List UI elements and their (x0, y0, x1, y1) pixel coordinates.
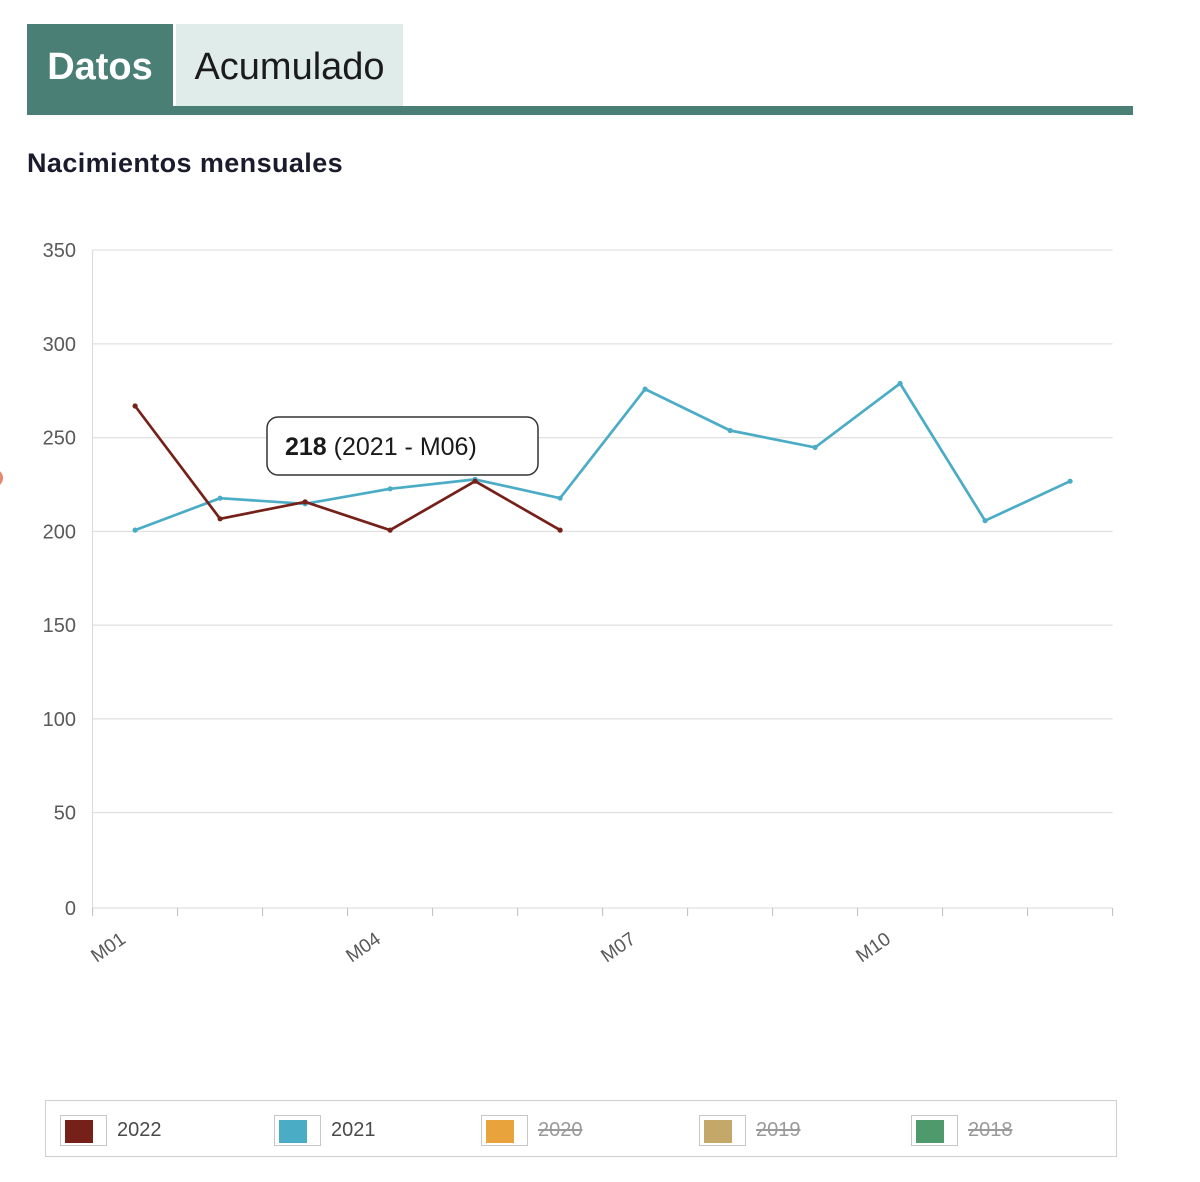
svg-text:218 (2021 - M06): 218 (2021 - M06) (285, 433, 477, 461)
svg-text:300: 300 (43, 334, 76, 356)
svg-text:350: 350 (43, 240, 76, 262)
svg-text:200: 200 (43, 521, 76, 543)
svg-text:100: 100 (43, 709, 76, 731)
svg-text:M04: M04 (342, 928, 385, 967)
svg-text:0: 0 (65, 898, 76, 920)
svg-text:M10: M10 (852, 929, 894, 967)
svg-text:M07: M07 (597, 929, 639, 967)
svg-text:250: 250 (43, 428, 76, 450)
svg-text:50: 50 (54, 803, 76, 825)
svg-text:M01: M01 (87, 929, 129, 967)
svg-text:150: 150 (43, 615, 76, 637)
